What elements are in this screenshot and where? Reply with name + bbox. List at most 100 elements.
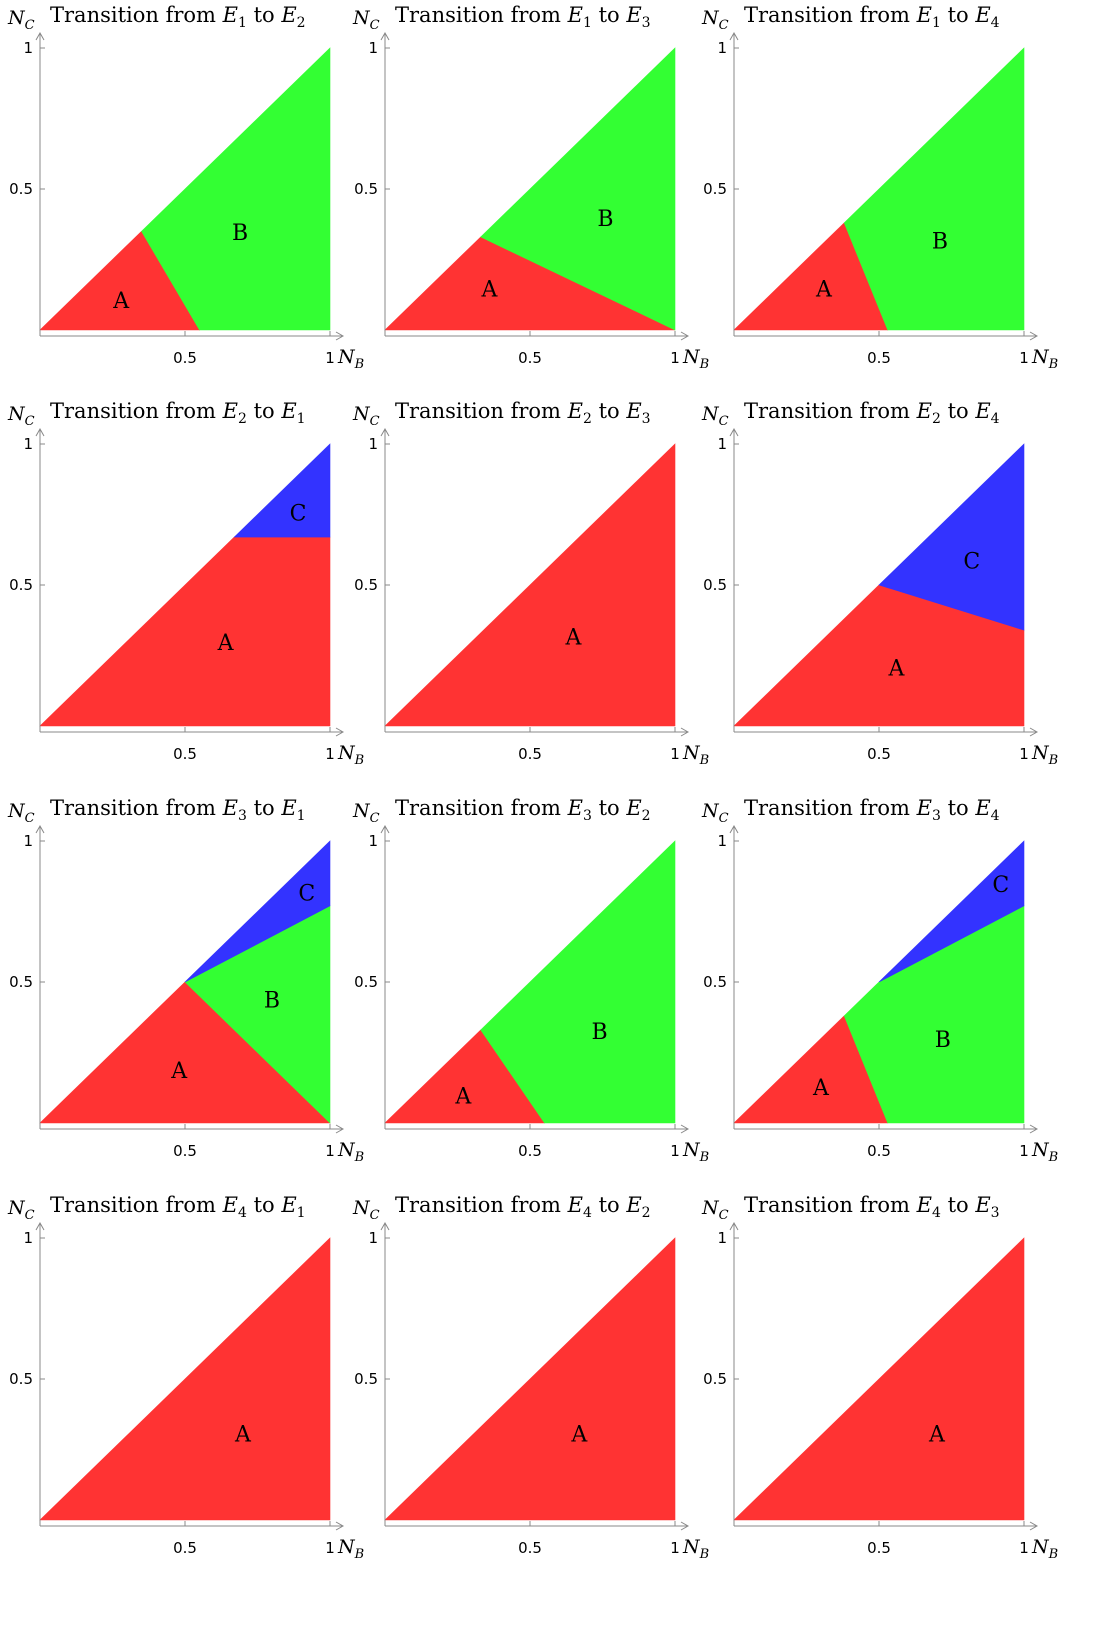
region-label: A [887,657,905,682]
region-label: A [217,631,235,656]
y-tick-label: 0.5 [9,1370,33,1388]
x-tick-label: 0.5 [867,745,891,763]
region-b [843,905,1025,1124]
region-label: A [570,1422,588,1447]
region-label: A [480,278,498,303]
y-axis-arrow [380,427,390,437]
x-axis-arrow [680,727,690,737]
y-tick-label: 0.5 [9,576,33,594]
x-tick-label: 0.5 [518,349,542,367]
y-axis-label: NC [352,7,380,33]
chart-title: Transition from E1 to E3 [395,3,651,31]
y-tick-label: 1 [717,832,727,850]
y-tick-label: 1 [23,1229,33,1247]
y-axis-label: NC [352,403,380,429]
y-axis-arrow [380,31,390,41]
y-axis-label: NC [701,403,729,429]
y-axis-arrow [380,824,390,834]
x-tick-label: 0.5 [867,1539,891,1557]
region-label: A [234,1422,252,1447]
y-tick-label: 0.5 [354,1370,378,1388]
region-label: B [932,230,948,255]
x-axis-arrow [1029,331,1039,341]
x-axis-arrow [1029,727,1039,737]
x-tick-label: 1 [325,1142,335,1160]
x-tick-label: 0.5 [867,349,891,367]
region-a [733,1237,1025,1521]
x-axis-label: NB [1031,1139,1058,1165]
y-axis-arrow [729,31,739,41]
y-tick-label: 1 [23,832,33,850]
region-label: A [815,278,833,303]
y-axis-label: NC [7,7,35,33]
y-axis-label: NC [352,800,380,826]
region-b [480,47,676,331]
region-label: C [963,549,980,574]
chart-panel: A B 0.5 1 0.5 1 NB NC Transition from E1 to E4 [694,0,1066,409]
x-tick-label: 1 [670,1142,680,1160]
y-tick-label: 1 [23,39,33,57]
region-c [233,443,331,538]
region-a [39,1237,331,1521]
region-b [141,47,331,331]
x-axis-arrow [335,1521,345,1531]
chart-panel: A 0.5 1 0.5 1 NB NC Transition from E4 to E3 [694,1190,1066,1599]
x-tick-label: 1 [325,349,335,367]
chart-panel: A B 0.5 1 0.5 1 NB NC Transition from E1 to E3 [345,0,717,409]
region-label: A [112,289,130,314]
chart-title: Transition from E1 to E2 [50,3,306,31]
region-label: B [935,1028,951,1053]
x-tick-label: 0.5 [518,1142,542,1160]
y-axis-label: NC [7,1197,35,1223]
x-tick-label: 1 [1019,745,1029,763]
x-tick-label: 1 [325,1539,335,1557]
y-tick-label: 0.5 [9,973,33,991]
x-axis-label: NB [1031,742,1058,768]
x-axis-arrow [680,1521,690,1531]
y-axis-label: NC [701,1197,729,1223]
chart-panel: A 0.5 1 0.5 1 NB NC Transition from E4 to E1 [0,1190,372,1599]
region-label: B [592,1020,608,1045]
chart-title: Transition from E2 to E1 [50,399,306,427]
x-tick-label: 0.5 [173,1142,197,1160]
x-tick-label: 1 [670,745,680,763]
y-tick-label: 1 [717,1229,727,1247]
x-tick-label: 1 [670,1539,680,1557]
chart-title: Transition from E3 to E4 [744,796,1000,824]
x-axis-label: NB [1031,1536,1058,1562]
region-b [843,47,1025,331]
x-axis-arrow [680,1124,690,1134]
y-axis-arrow [35,824,45,834]
y-axis-arrow [729,427,739,437]
y-tick-label: 1 [717,435,727,453]
region-c [878,443,1025,631]
region-label: B [264,989,280,1014]
x-axis-arrow [335,1124,345,1134]
y-axis-arrow [35,1221,45,1231]
chart-panel: A 0.5 1 0.5 1 NB NC Transition from E2 to E3 [345,396,717,805]
x-tick-label: 0.5 [173,349,197,367]
chart-panel: A B 0.5 1 0.5 1 NB NC Transition from E3 to E2 [345,793,717,1202]
y-tick-label: 0.5 [703,576,727,594]
chart-title: Transition from E3 to E1 [50,796,306,824]
y-axis-label: NC [701,7,729,33]
region-c [184,840,331,983]
y-tick-label: 1 [368,1229,378,1247]
x-axis-label: NB [1031,346,1058,372]
y-tick-label: 1 [368,832,378,850]
y-tick-label: 0.5 [354,973,378,991]
region-label: B [232,221,248,246]
y-tick-label: 0.5 [354,180,378,198]
x-tick-label: 0.5 [173,745,197,763]
y-axis-label: NC [352,1197,380,1223]
x-axis-label: NB [337,1536,364,1562]
